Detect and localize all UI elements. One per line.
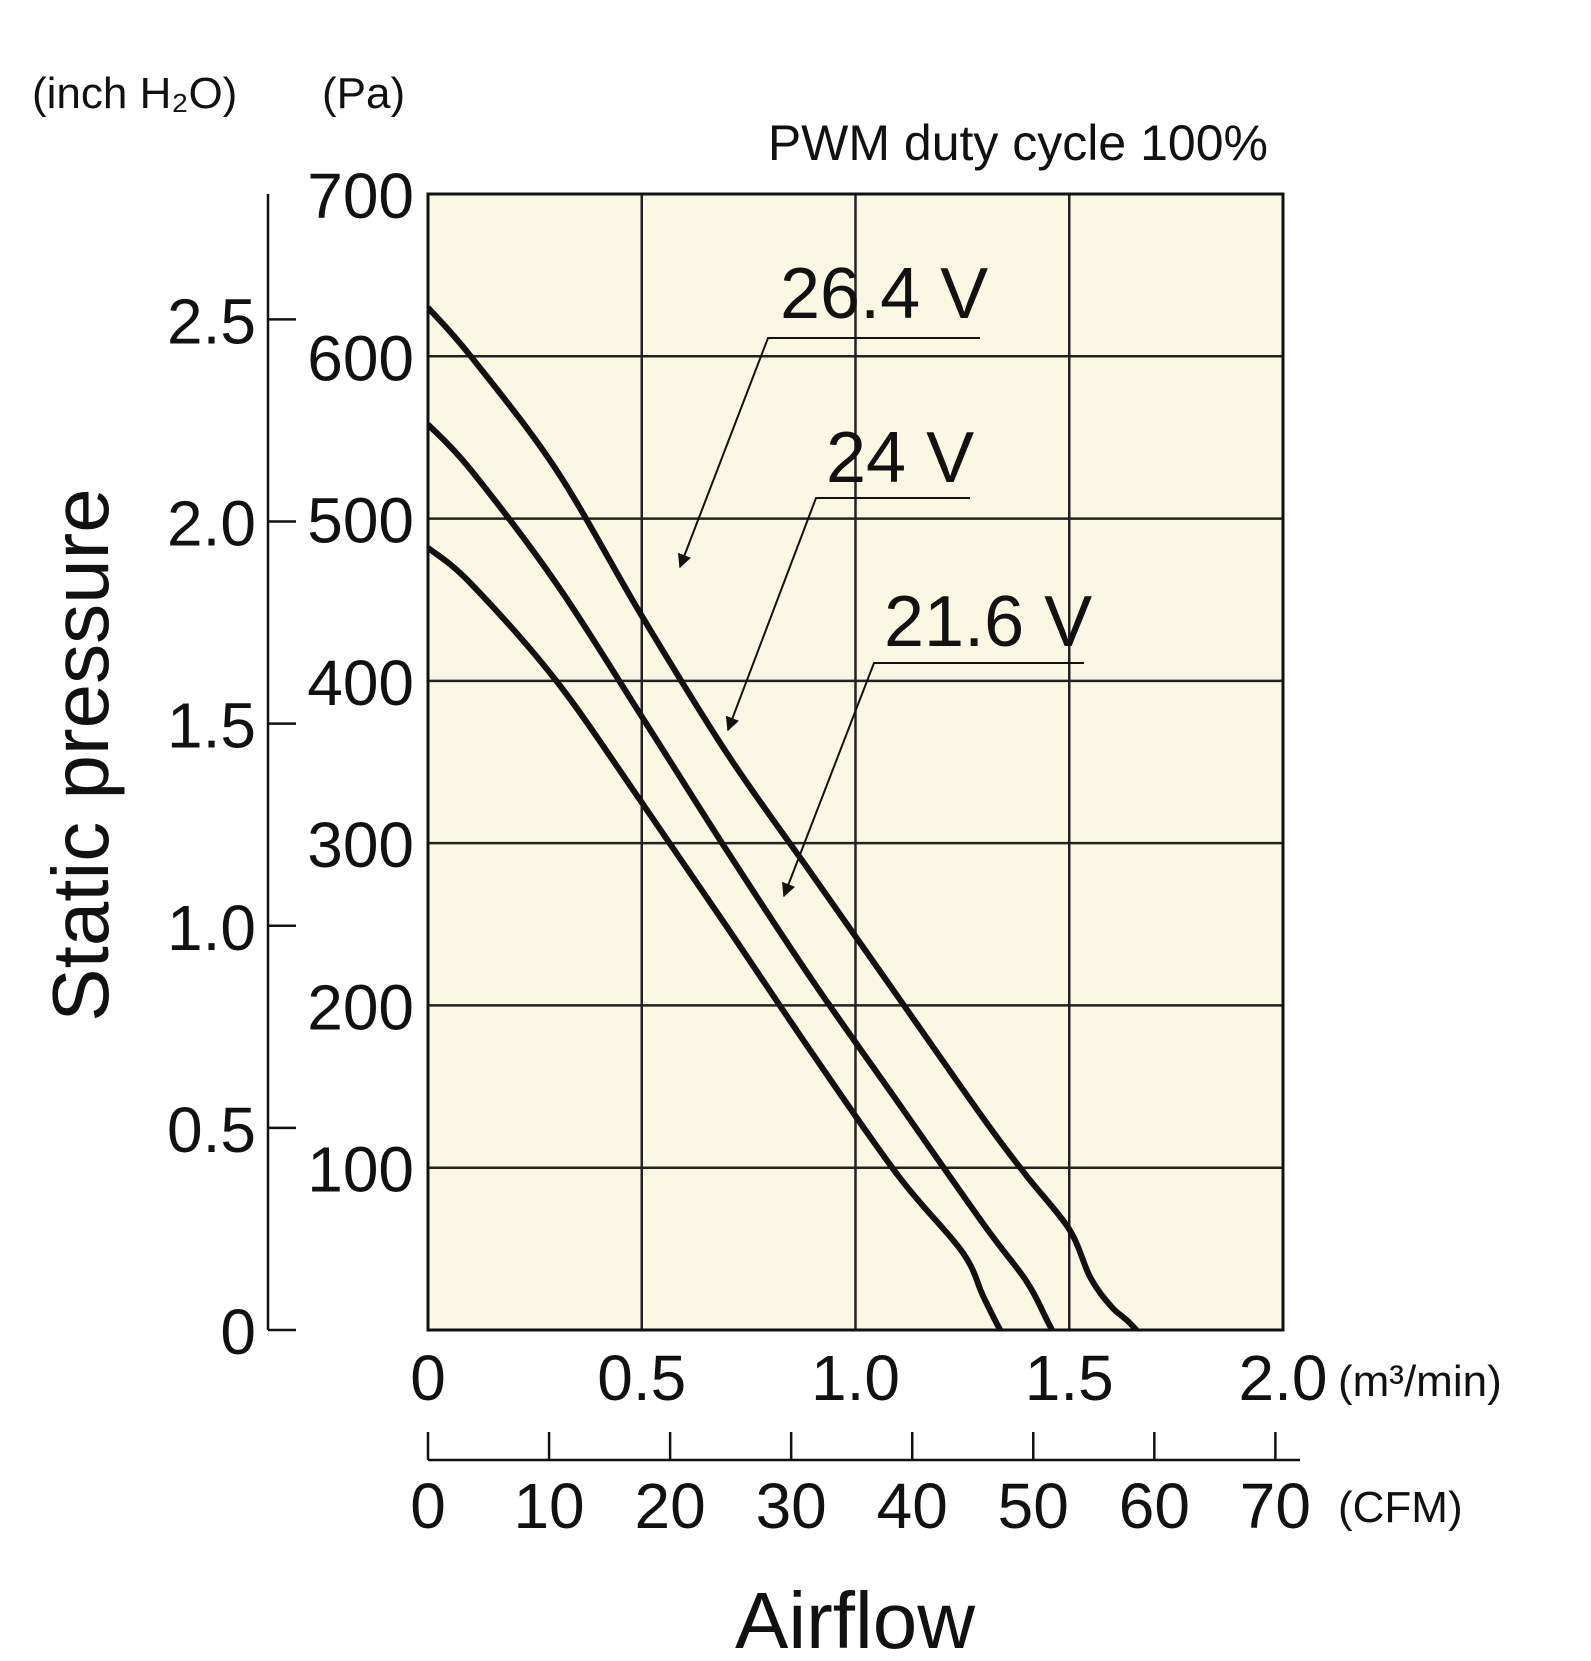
series-lines xyxy=(428,305,1142,1331)
y-tick-label: 100 xyxy=(307,1134,414,1206)
y-tick-label: 700 xyxy=(307,160,414,232)
series-line xyxy=(428,305,1142,1331)
y2-tick-label: 0 xyxy=(220,1296,256,1368)
x2-tick-label: 0 xyxy=(410,1470,446,1542)
y-tick-label: 600 xyxy=(307,322,414,394)
y2-tick-label: 1.5 xyxy=(167,690,256,762)
series-label: 26.4 V xyxy=(780,254,988,334)
series-leader-line xyxy=(782,662,1084,898)
series-leader-line xyxy=(725,497,970,732)
x-tick-label: 2.0 xyxy=(1239,1342,1328,1414)
x2-axis-ticks: 0 10 20 30 40 50 60 70 xyxy=(410,1432,1311,1542)
series-label: 21.6 V xyxy=(884,582,1092,662)
series-line xyxy=(428,422,1056,1331)
series-leader-line xyxy=(677,337,980,569)
y-axis-ticks: 700 600 500 400 300 200 100 xyxy=(307,160,414,1206)
plot-frame xyxy=(426,192,1285,1332)
x2-tick-label: 60 xyxy=(1119,1470,1190,1542)
y-tick-label: 200 xyxy=(307,971,414,1043)
y2-axis-ticks: 2.5 2.0 1.5 1.0 0.5 0 xyxy=(167,285,296,1368)
series-line xyxy=(428,545,1005,1331)
x-tick-label: 0.5 xyxy=(597,1342,686,1414)
x2-tick-label: 40 xyxy=(877,1470,948,1542)
y-tick-label: 300 xyxy=(307,809,414,881)
y2-tick-label: 2.5 xyxy=(167,285,256,357)
series-label: 24 V xyxy=(826,418,974,498)
series-callouts: 26.4 V 24 V 21.6 V xyxy=(677,254,1092,898)
y2-tick-label: 2.0 xyxy=(167,488,256,560)
x2-tick-label: 70 xyxy=(1240,1470,1311,1542)
grid xyxy=(428,194,1283,1330)
chart-title: PWM duty cycle 100% xyxy=(768,115,1268,171)
y-axis-title: Static pressure xyxy=(36,488,125,1022)
x-axis-title: Airflow xyxy=(735,1576,975,1661)
x-unit-label: (m³/min) xyxy=(1338,1357,1502,1406)
y-tick-label: 500 xyxy=(307,485,414,557)
y2-tick-label: 0.5 xyxy=(167,1094,256,1166)
y-tick-label: 400 xyxy=(307,647,414,719)
x-tick-label: 0 xyxy=(410,1342,446,1414)
x-tick-label: 1.5 xyxy=(1025,1342,1114,1414)
y2-tick-label: 1.0 xyxy=(167,892,256,964)
y-unit-label: (Pa) xyxy=(322,69,405,118)
x-tick-label: 1.0 xyxy=(811,1342,900,1414)
x2-tick-label: 10 xyxy=(513,1470,584,1542)
x2-tick-label: 50 xyxy=(998,1470,1069,1542)
y2-unit-label: (inch H₂O) xyxy=(32,69,237,118)
x-axis-ticks: 0 0.5 1.0 1.5 2.0 xyxy=(410,1342,1327,1414)
x2-tick-label: 20 xyxy=(635,1470,706,1542)
x2-unit-label: (CFM) xyxy=(1338,1483,1463,1532)
x2-tick-label: 30 xyxy=(756,1470,827,1542)
